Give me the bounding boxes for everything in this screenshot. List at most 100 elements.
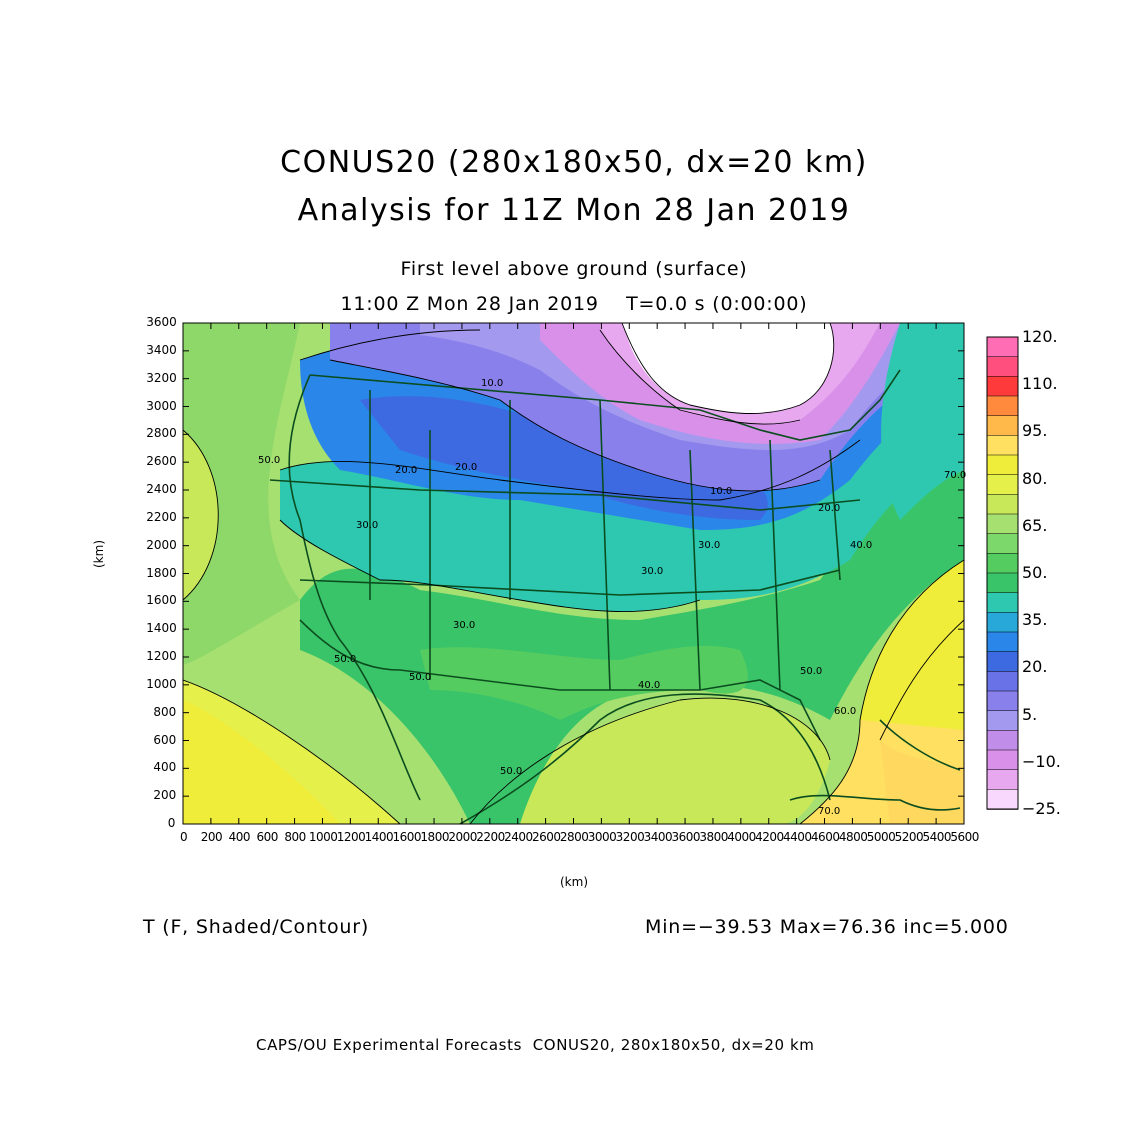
y-tick-label: 1600 [146, 593, 177, 608]
x-tick-label: 200 [200, 830, 223, 844]
colorbar [986, 336, 1019, 810]
colorbar-swatch [986, 474, 1019, 496]
contour-label: 20.0 [818, 503, 841, 514]
y-tick-label: 2800 [146, 426, 177, 441]
y-tick-label: 3400 [146, 342, 177, 357]
contour-label: 70.0 [818, 806, 841, 817]
contour-label: 50.0 [258, 455, 281, 466]
colorbar-swatch [986, 415, 1019, 437]
colorbar-label: 120. [1022, 327, 1058, 346]
x-tick-label: 3600 [671, 830, 701, 844]
y-tick-label: 200 [153, 788, 177, 803]
y-tick-label: 3600 [146, 315, 177, 329]
y-tick-label: 1400 [146, 621, 177, 636]
colorbar-swatch [986, 690, 1019, 712]
colorbar-swatch [986, 749, 1019, 771]
credit-line: CAPS/OU Experimental Forecasts CONUS20, … [256, 1036, 815, 1054]
y-tick-label: 2600 [146, 454, 177, 469]
x-tick-label: 3200 [615, 830, 645, 844]
x-tick-label: 5000 [866, 830, 896, 844]
y-tick-label: 400 [153, 760, 177, 775]
y-tick-label: 1000 [146, 676, 177, 691]
contour-label: 10.0 [710, 486, 733, 497]
contour-label: 20.0 [395, 465, 418, 476]
colorbar-swatch [986, 612, 1019, 633]
colorbar-swatch [986, 376, 1019, 397]
colorbar-swatch [986, 356, 1019, 378]
colorbar-swatch [986, 730, 1019, 751]
variable-description: T (F, Shaded/Contour) [143, 916, 370, 938]
y-tick-label: 3000 [146, 398, 177, 413]
x-tick-label: 1600 [392, 830, 422, 844]
y-tick-label: 600 [153, 732, 177, 747]
colorbar-swatch [986, 631, 1019, 653]
x-tick-label: 3400 [643, 830, 673, 844]
y-tick-label: 800 [153, 704, 177, 719]
x-tick-label: 2800 [559, 830, 589, 844]
x-tick-label: 5400 [922, 830, 952, 844]
colorbar-frame [986, 336, 1019, 810]
colorbar-swatch [986, 710, 1019, 732]
colorbar-label: 50. [1022, 563, 1048, 582]
colorbar-label: −25. [1022, 799, 1061, 818]
colorbar-swatch [986, 454, 1019, 476]
colorbar-label: 65. [1022, 515, 1048, 535]
x-tick-label: 1200 [336, 830, 366, 844]
colorbar-label: 35. [1022, 610, 1048, 630]
figure-title-line1: CONUS20 (280x180x50, dx=20 km) [280, 145, 868, 180]
colorbar-label: 95. [1022, 421, 1048, 441]
colorbar-label: −10. [1022, 751, 1061, 771]
contour-label: 50.0 [334, 654, 357, 665]
x-tick-label: 4800 [838, 830, 868, 844]
x-tick-label: 5600 [950, 830, 979, 844]
x-tick-label: 5200 [894, 830, 924, 844]
level-subtitle: First level above ground (surface) [400, 258, 748, 280]
colorbar-swatch [986, 336, 1019, 358]
y-tick-label: 3200 [146, 370, 177, 385]
x-tick-label: 4600 [810, 830, 840, 844]
x-tick-label: 800 [284, 830, 306, 844]
x-tick-label: 2600 [532, 830, 561, 844]
x-tick-label: 1400 [364, 830, 394, 844]
contour-label: 10.0 [481, 378, 504, 389]
colorbar-swatch [986, 651, 1019, 673]
y-tick-label: 1200 [146, 649, 177, 663]
colorbar-label: 20. [1022, 657, 1048, 677]
contour-label: 70.0 [944, 470, 967, 481]
x-tick-label: 600 [256, 830, 278, 844]
contour-label: 30.0 [698, 540, 721, 551]
colorbar-label: 5. [1022, 704, 1038, 724]
x-axis-label: (km) [560, 875, 589, 889]
contour-lines [183, 323, 964, 824]
colorbar-swatch [986, 553, 1019, 574]
x-tick-label: 1800 [420, 830, 449, 844]
x-tick-label: 3000 [587, 830, 617, 844]
contour-label: 50.0 [800, 666, 823, 677]
contour-label: 30.0 [641, 566, 664, 577]
colorbar-label: 110. [1022, 374, 1058, 394]
y-tick-label: 1800 [146, 565, 177, 580]
contour-label: 30.0 [453, 620, 476, 631]
x-tick-label: 4400 [783, 830, 812, 844]
x-tick-label: 3800 [699, 830, 728, 844]
x-tick-label: 2200 [476, 830, 505, 844]
x-tick-label: 0 [180, 830, 188, 844]
colorbar-swatch [986, 533, 1019, 555]
contour-label: 40.0 [850, 540, 873, 551]
y-tick-label: 0 [167, 816, 176, 830]
colorbar-swatch [986, 494, 1019, 515]
colorbar-swatch [986, 572, 1019, 594]
axis-tick-marks [182, 322, 965, 825]
x-tick-label: 2400 [504, 830, 533, 844]
x-tick-label: 2000 [448, 830, 477, 844]
x-tick-label: 4000 [727, 830, 756, 844]
contour-label: 30.0 [356, 520, 379, 531]
temperature-shading [183, 323, 964, 824]
x-tick-label: 4200 [755, 830, 784, 844]
colorbar-swatch [986, 395, 1019, 417]
x-tick-label: 400 [228, 830, 251, 844]
colorbar-swatch [986, 789, 1019, 810]
colorbar-label: 80. [1022, 468, 1048, 488]
figure-title-line2: Analysis for 11Z Mon 28 Jan 2019 [297, 193, 851, 228]
